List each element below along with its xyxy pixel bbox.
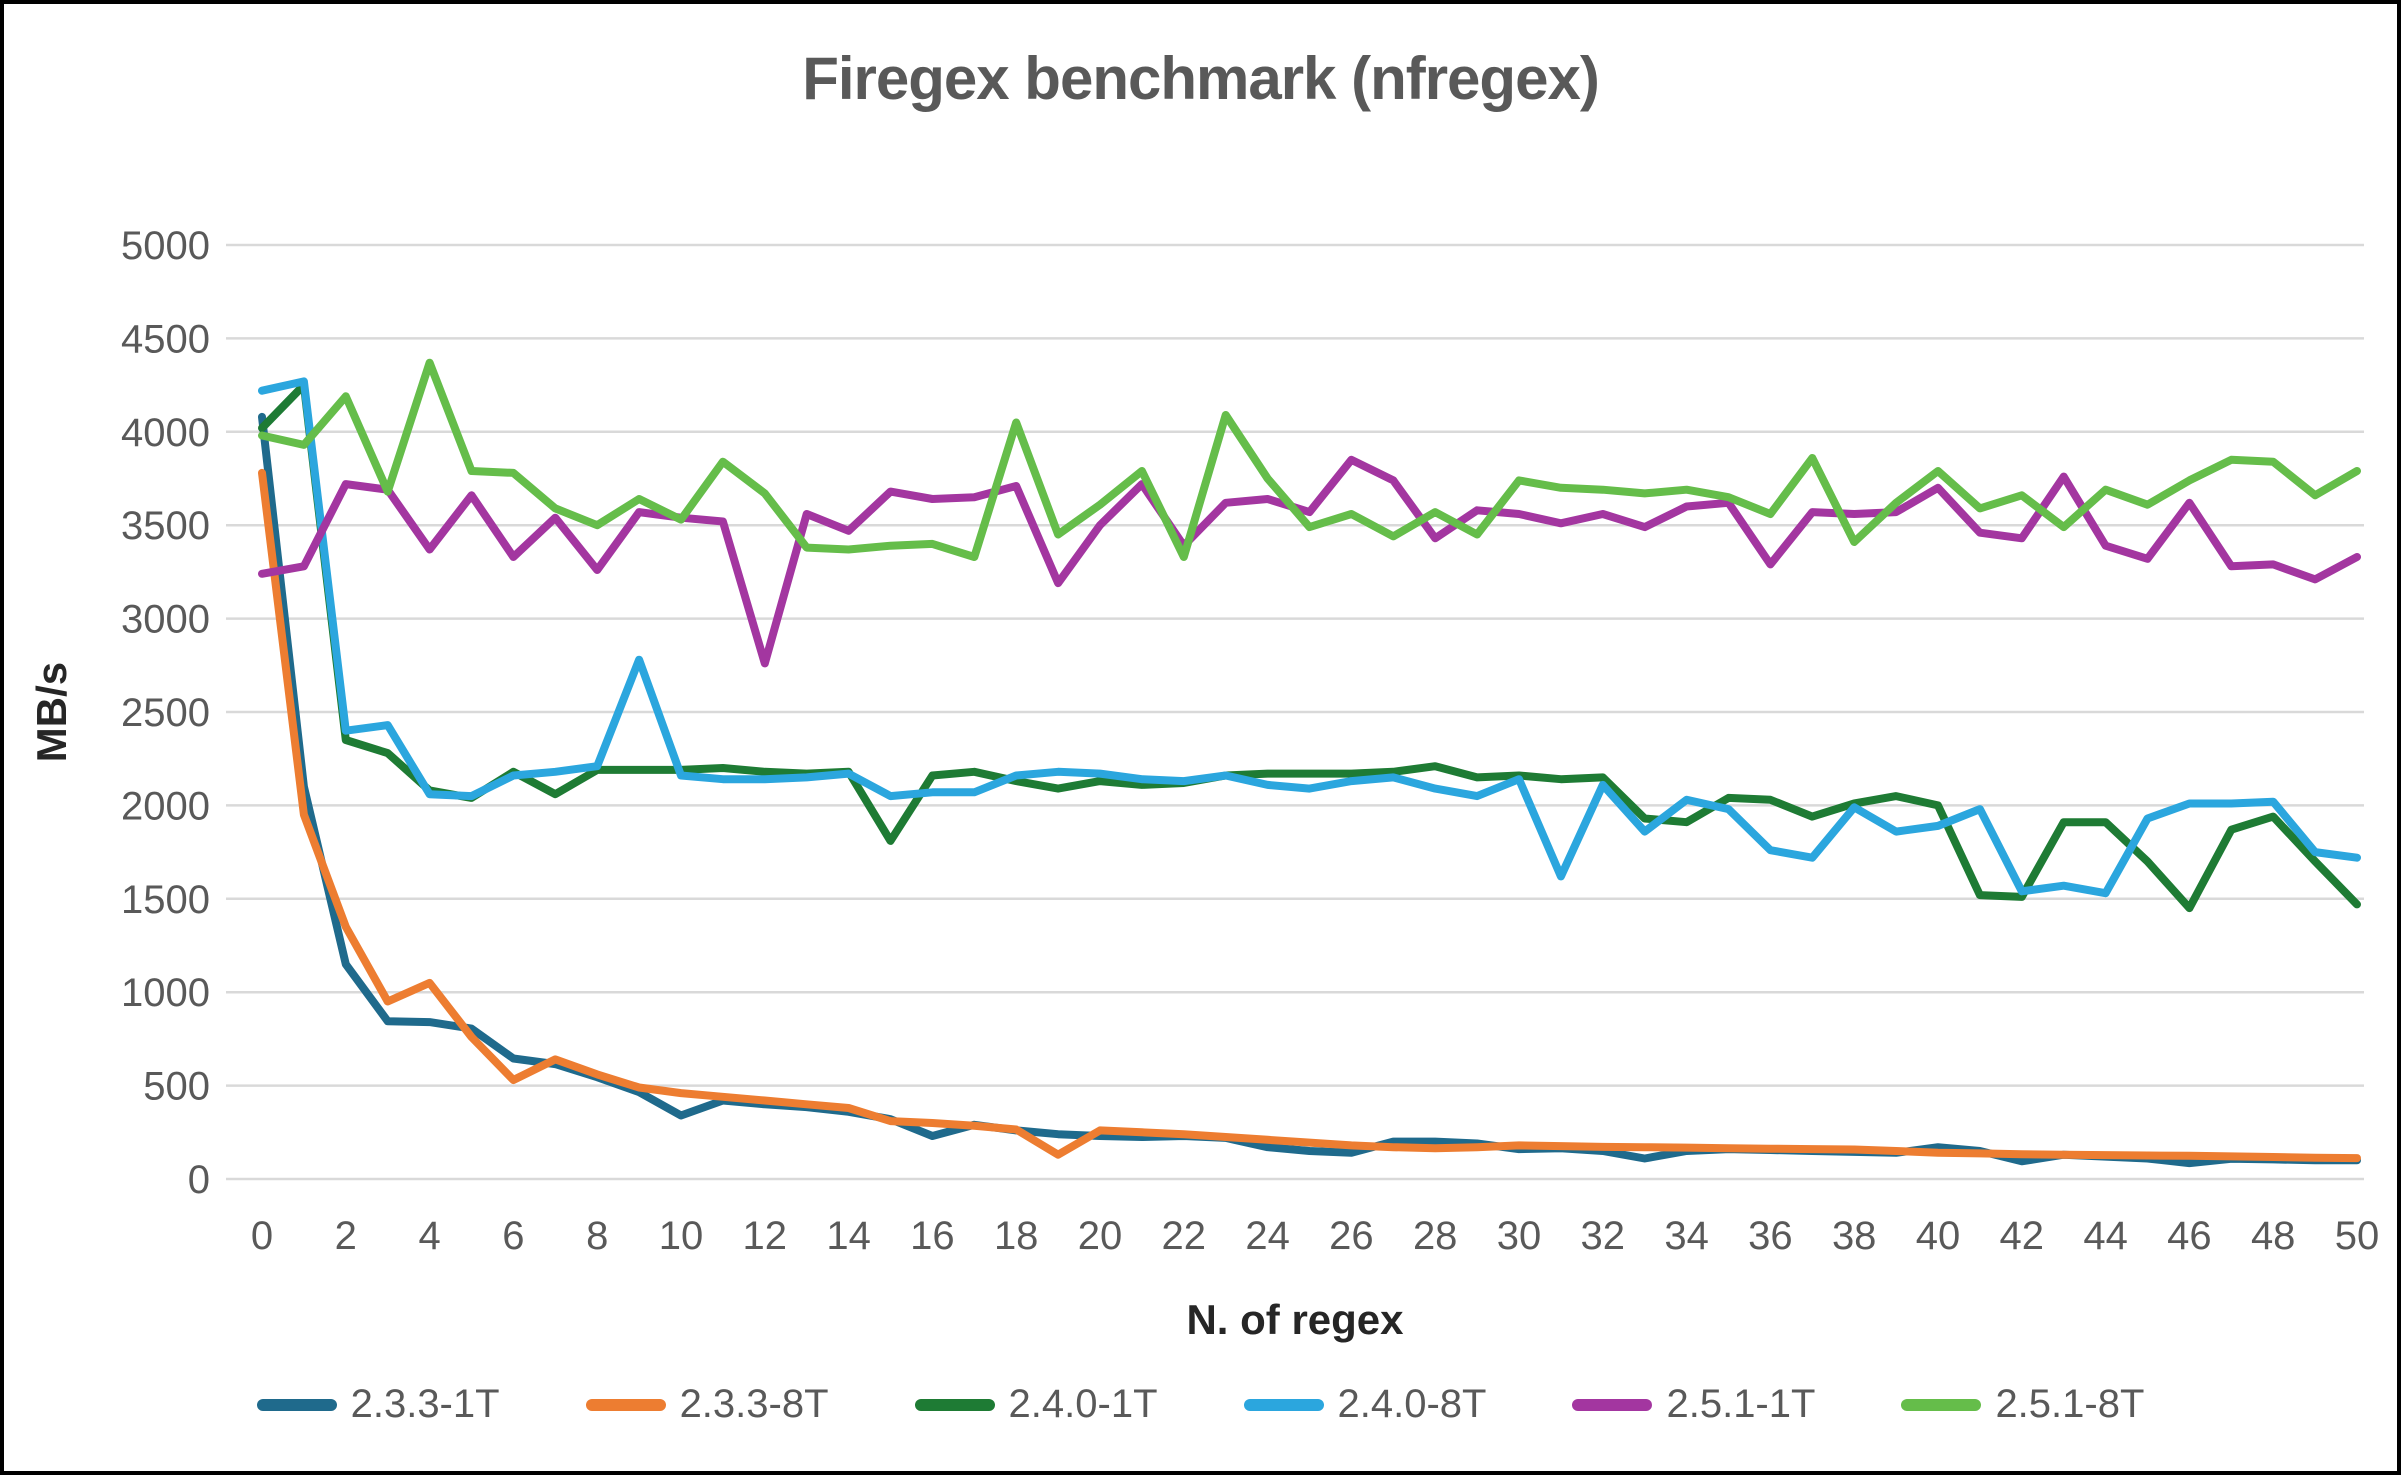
benchmark-line-chart: 0500100015002000250030003500400045005000… [28,224,2380,1343]
x-tick-label: 26 [1329,1214,1374,1258]
x-tick-label: 4 [418,1214,440,1258]
x-tick-label: 46 [2167,1214,2212,1258]
x-tick-label: 30 [1497,1214,1542,1258]
y-tick-label: 1000 [121,971,210,1015]
x-tick-label: 32 [1581,1214,1626,1258]
legend-label: 2.5.1-8T [1995,1382,2145,1426]
legend-item-2.5.1-8T: 2.5.1-8T [1901,1382,2144,1427]
series-line-2.5.1-1T [258,455,2361,668]
series-line-2.3.3-8T [258,468,2361,1163]
legend-swatch-icon [585,1398,666,1411]
x-tick-label: 36 [1748,1214,1793,1258]
legend-item-2.3.3-1T: 2.3.3-1T [256,1382,500,1427]
x-tick-label: 20 [1078,1214,1123,1258]
x-tick-label: 14 [826,1214,871,1258]
x-tick-label: 18 [994,1214,1039,1258]
chart-legend: 2.3.3-1T 2.3.3-8T 2.4.0-1T 2.4.0-8T 2.5.1-1T… [4,1382,2397,1427]
x-tick-label: 44 [2083,1214,2128,1258]
x-tick-label: 6 [502,1214,524,1258]
x-tick-label: 0 [251,1214,273,1258]
legend-label: 2.3.3-1T [350,1382,500,1426]
legend-swatch-icon [914,1398,995,1411]
y-tick-label: 3000 [121,598,210,642]
legend-item-2.4.0-8T: 2.4.0-8T [1243,1382,1487,1427]
legend-item-2.3.3-8T: 2.3.3-8T [585,1382,829,1427]
x-tick-label: 22 [1162,1214,1207,1258]
y-tick-label: 3500 [121,504,210,548]
x-tick-label: 2 [335,1214,357,1258]
legend-swatch-icon [1572,1398,1653,1411]
series-line-2.4.0-1T [258,381,2361,913]
legend-item-2.5.1-1T: 2.5.1-1T [1572,1382,1815,1427]
legend-label: 2.4.0-8T [1337,1382,1487,1426]
x-tick-label: 50 [2335,1214,2380,1258]
y-axis-title: MB/s [28,662,75,762]
legend-item-2.4.0-1T: 2.4.0-1T [914,1382,1158,1427]
x-tick-label: 24 [1245,1214,1290,1258]
legend-label: 2.3.3-8T [679,1382,829,1426]
y-tick-label: 4000 [121,411,210,455]
x-tick-label: 40 [1916,1214,1961,1258]
y-tick-label: 4500 [121,317,210,361]
series-line-2.4.0-8T [258,377,2361,898]
x-tick-label: 8 [586,1214,608,1258]
y-tick-label: 0 [188,1158,210,1202]
y-tick-label: 2000 [121,784,210,828]
x-tick-label: 38 [1832,1214,1877,1258]
y-tick-label: 5000 [121,224,210,268]
legend-label: 2.4.0-1T [1008,1382,1158,1426]
legend-label: 2.5.1-1T [1666,1382,1816,1426]
x-tick-label: 10 [659,1214,704,1258]
x-tick-label: 12 [743,1214,788,1258]
series-line-2.5.1-8T [258,358,2361,561]
legend-swatch-icon [1901,1398,1982,1411]
legend-swatch-icon [256,1398,337,1411]
chart-title: Firegex benchmark (nfregex) [802,45,1600,112]
y-tick-label: 500 [143,1065,210,1109]
x-tick-label: 42 [2000,1214,2045,1258]
legend-swatch-icon [1243,1398,1324,1411]
x-tick-label: 48 [2251,1214,2296,1258]
y-tick-label: 1500 [121,878,210,922]
x-tick-label: 34 [1664,1214,1709,1258]
y-tick-label: 2500 [121,691,210,735]
x-tick-label: 16 [910,1214,955,1258]
x-tick-label: 28 [1413,1214,1458,1258]
x-axis-title: N. of regex [1186,1296,1404,1343]
